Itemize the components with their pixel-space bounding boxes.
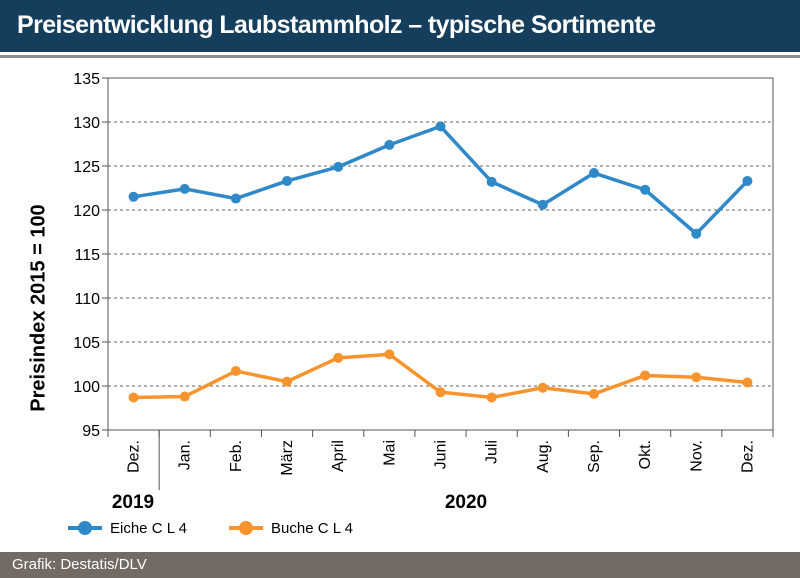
data-point-eiche — [282, 175, 293, 186]
y-tick-label: 110 — [74, 291, 100, 308]
data-point-eiche — [435, 121, 446, 132]
data-point-buche — [333, 352, 344, 363]
legend-item-eiche: Eiche C L 4 — [68, 520, 187, 537]
x-tick-label: Okt. — [637, 440, 654, 469]
legend-swatch-buche — [229, 521, 263, 535]
data-point-buche — [179, 391, 190, 402]
y-tick-label: 125 — [73, 159, 100, 176]
x-tick-label: März — [279, 440, 296, 476]
chart-area: Preisindex 2015 = 100 95 100 105 110 115 120 1… — [0, 58, 800, 550]
data-point-eiche — [691, 228, 702, 239]
data-point-eiche — [230, 193, 241, 204]
x-tick-label: Juni — [433, 440, 450, 469]
x-tick-label: Sep. — [586, 440, 603, 473]
title-bar: Preisentwicklung Laubstammholz – typisch… — [0, 0, 800, 52]
data-point-buche — [742, 377, 753, 388]
y-tick-label: 135 — [73, 71, 100, 88]
x-tick-label: Juli — [484, 440, 501, 464]
x-tick-label: Dez. — [126, 440, 143, 473]
x-tick-label: Mai — [381, 440, 398, 466]
data-point-eiche — [537, 199, 548, 210]
data-point-buche — [588, 388, 599, 399]
data-point-buche — [384, 349, 395, 360]
line-chart: 95 100 105 110 115 120 125 130 135 Dez. Jan. Feb. Mä… — [73, 71, 774, 513]
data-point-buche — [128, 392, 139, 403]
data-point-eiche — [486, 176, 497, 187]
x-tick-label: Nov. — [688, 440, 705, 472]
legend-label-eiche: Eiche C L 4 — [110, 519, 187, 537]
data-point-eiche — [179, 183, 190, 194]
legend: Eiche C L 4 Buche C L 4 — [68, 518, 395, 538]
data-point-eiche — [384, 139, 395, 150]
title-divider — [0, 55, 800, 58]
data-point-eiche — [333, 161, 344, 172]
x-tick-label: Feb. — [228, 440, 245, 472]
data-point-buche — [640, 370, 651, 381]
footer-bar: Grafik: Destatis/DLV — [0, 552, 800, 578]
x-tick-label: Dez. — [739, 440, 756, 473]
y-tick-label: 120 — [73, 203, 100, 220]
data-point-buche — [282, 376, 293, 387]
data-point-buche — [435, 387, 446, 398]
data-point-eiche — [588, 168, 599, 179]
x-tick-label: Jan. — [177, 440, 194, 470]
data-point-buche — [230, 366, 241, 377]
x-tick-label: Aug. — [535, 440, 552, 473]
chart-title: Preisentwicklung Laubstammholz – typisch… — [17, 11, 656, 39]
data-point-buche — [486, 392, 497, 403]
legend-swatch-eiche — [68, 521, 102, 535]
source-credit: Grafik: Destatis/DLV — [12, 556, 147, 573]
data-point-eiche — [640, 184, 651, 195]
data-point-eiche — [128, 191, 139, 202]
y-tick-label: 95 — [82, 423, 100, 440]
y-tick-label: 100 — [73, 379, 100, 396]
y-tick-label: 115 — [74, 247, 100, 264]
data-point-buche — [691, 372, 702, 383]
year-label-2020: 2020 — [445, 492, 487, 513]
y-tick-label: 105 — [73, 335, 100, 352]
data-point-eiche — [742, 175, 753, 186]
legend-label-buche: Buche C L 4 — [271, 519, 353, 537]
data-point-buche — [537, 382, 548, 393]
legend-item-buche: Buche C L 4 — [229, 520, 353, 537]
x-tick-label: April — [330, 440, 347, 472]
y-tick-label: 130 — [73, 115, 100, 132]
year-label-2019: 2019 — [112, 492, 154, 513]
